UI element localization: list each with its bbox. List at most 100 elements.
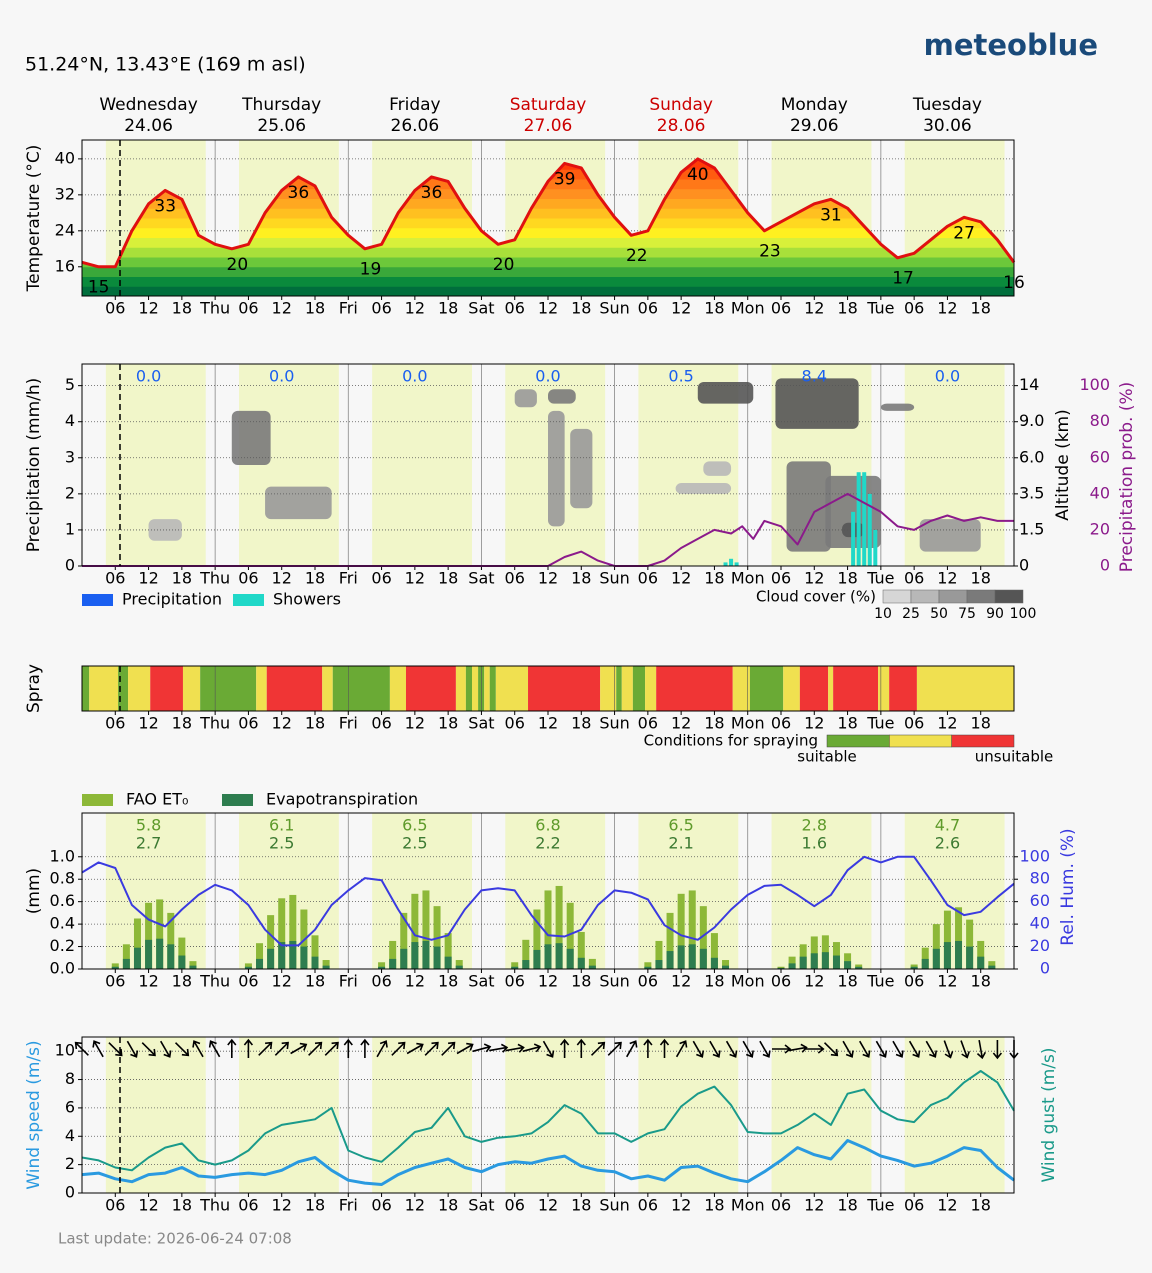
y2-tick-label: 100 — [1019, 846, 1050, 865]
temp-extreme: 36 — [421, 183, 443, 203]
bar — [256, 958, 264, 969]
temp-band — [82, 276, 1014, 287]
x-tick-label: 12 — [138, 714, 158, 733]
y-tick-label: 0 — [65, 556, 75, 575]
x-tick-label: 06 — [238, 714, 258, 733]
temperature-line — [81, 157, 1016, 269]
x-tick-label: 06 — [505, 569, 525, 588]
speed-line — [81, 1139, 1015, 1186]
bar — [862, 472, 867, 566]
bar — [955, 907, 963, 969]
x-tick-label: 18 — [305, 972, 325, 991]
wind-arrow — [823, 1042, 839, 1057]
spray-segment — [495, 666, 529, 711]
gust-line — [81, 1070, 1015, 1172]
wind-arrow — [788, 1043, 808, 1053]
y-axis-label: Precipitation (mm/h) — [24, 378, 44, 553]
x-tick-label: 12 — [272, 972, 292, 991]
bar — [378, 962, 386, 969]
cloud-patch — [148, 519, 182, 541]
temp-extreme: 40 — [687, 165, 709, 185]
cloud-legend-swatch — [882, 589, 912, 604]
x-tick-label: 18 — [305, 299, 325, 318]
x-tick-label: Thu — [199, 972, 230, 991]
x-tick-label: 06 — [638, 972, 658, 991]
bar — [677, 945, 685, 969]
wind-arrow — [192, 1040, 204, 1058]
spray-segment — [484, 666, 490, 711]
bar — [788, 956, 796, 969]
wind-arrow — [505, 1043, 525, 1053]
x-tick-label: 18 — [971, 569, 991, 588]
daily-total: 6.5 — [668, 816, 693, 835]
y-tick-label: 16 — [55, 256, 75, 275]
day-name: Sunday — [649, 95, 713, 115]
x-tick-label: Fri — [339, 972, 358, 991]
x-tick-label: 18 — [571, 1196, 591, 1215]
x-tick-label: 12 — [138, 569, 158, 588]
spray-segment — [389, 666, 406, 711]
x-tick-label: 06 — [771, 1196, 791, 1215]
daylight — [238, 1037, 339, 1193]
wind-arrow — [227, 1038, 237, 1058]
bar — [167, 912, 175, 969]
bar — [966, 919, 974, 969]
x-tick-label: 12 — [804, 569, 824, 588]
bar — [256, 943, 264, 969]
bar — [855, 966, 863, 969]
wind-arrow — [976, 1039, 987, 1060]
temp-extreme: 17 — [892, 268, 914, 288]
legend-label: Evapotranspiration — [266, 790, 418, 809]
wind-arrow — [725, 1040, 738, 1058]
daily-total: 2.8 — [802, 816, 827, 835]
x-tick-label: 12 — [804, 972, 824, 991]
wind-arrow — [391, 1041, 406, 1056]
x-tick-label: 12 — [671, 569, 691, 588]
bar — [943, 910, 951, 969]
temp-extreme: 27 — [953, 223, 975, 243]
x-tick-label: Sun — [599, 1196, 629, 1215]
x-tick-label: 12 — [272, 1196, 292, 1215]
bar — [455, 965, 463, 969]
wind-arrow — [892, 1040, 904, 1058]
y2-tick-label: 80 — [1090, 411, 1110, 430]
y-tick-label: 10 — [55, 1041, 75, 1060]
daily-total: 0.5 — [668, 367, 693, 386]
bar — [111, 963, 119, 969]
x-tick-label: Thu — [199, 1196, 230, 1215]
bar — [677, 893, 685, 969]
cloud-legend-tick: 25 — [902, 606, 920, 622]
wind-arrow — [943, 1040, 954, 1059]
spray-segment — [600, 666, 617, 711]
bar — [522, 939, 530, 969]
cloud-patch — [703, 461, 732, 476]
bar — [189, 965, 197, 969]
bar — [873, 529, 878, 566]
y2-tick-label: 60 — [1030, 891, 1050, 910]
daily-total: 0.0 — [136, 367, 161, 386]
x-tick-label: 06 — [771, 569, 791, 588]
x-tick-label: 06 — [238, 972, 258, 991]
bar — [378, 966, 386, 969]
temp-band — [82, 247, 1014, 258]
y-tick-label: 2 — [65, 1154, 75, 1173]
temp-band — [82, 218, 1014, 229]
bar — [655, 940, 663, 969]
spray-segment — [82, 666, 90, 711]
temp-band — [82, 257, 1014, 268]
bar — [932, 924, 940, 969]
bar — [921, 958, 929, 969]
x-tick-label: 18 — [571, 299, 591, 318]
spray-segment — [916, 666, 1014, 711]
y-axis-label: Wind speed (m/s) — [24, 1040, 44, 1189]
bar — [844, 961, 852, 969]
daylight — [372, 364, 472, 566]
x-tick-label: Mon — [731, 299, 765, 318]
cloud-legend-title: Cloud cover (%) — [756, 588, 876, 606]
bar — [433, 946, 441, 969]
bar — [821, 952, 829, 969]
y3-tick-label: 3.5 — [1019, 483, 1044, 502]
y-tick-label: 0.6 — [50, 891, 75, 910]
x-tick-label: 12 — [272, 569, 292, 588]
spray-segment — [182, 666, 201, 711]
